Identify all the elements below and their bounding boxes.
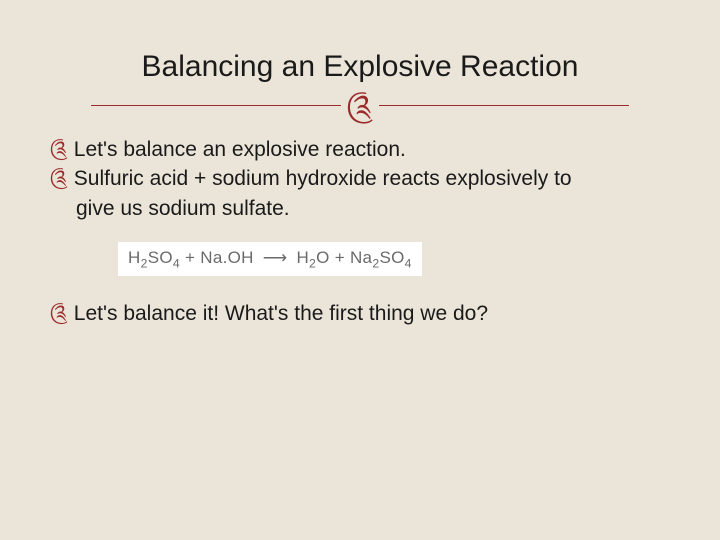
bullet-text: Let's balance an explosive reaction. — [74, 136, 406, 163]
bullet-flourish-icon: ༊ — [50, 300, 68, 327]
eq-reactant-2: Na.OH — [200, 248, 253, 267]
content-area: ༊ Let's balance an explosive reaction. ༊… — [48, 136, 672, 328]
flourish-icon: ༊ — [347, 98, 374, 116]
bullet-flourish-icon: ༊ — [50, 165, 68, 192]
chemical-equation: H2SO4 + Na.OH ⟶ H2O + Na2SO4 — [118, 242, 422, 276]
eq-arrow-icon: ⟶ — [263, 248, 288, 268]
divider-line-right — [379, 105, 629, 106]
divider-line-left — [91, 105, 341, 106]
title-divider: ༊ — [48, 96, 672, 114]
bullet-item: ༊ Sulfuric acid + sodium hydroxide react… — [50, 165, 672, 192]
bullet-flourish-icon: ༊ — [50, 136, 68, 163]
bullet-text: Sulfuric acid + sodium hydroxide reacts … — [74, 165, 572, 192]
eq-plus: + — [185, 248, 195, 267]
eq-reactant-1: H2SO4 — [128, 248, 180, 267]
eq-plus: + — [335, 248, 345, 267]
eq-product-1: H2O — [296, 248, 329, 267]
slide-container: Balancing an Explosive Reaction ༊ ༊ Let'… — [0, 0, 720, 540]
bullet-continuation: give us sodium sulfate. — [76, 195, 672, 222]
bullet-item: ༊ Let's balance an explosive reaction. — [50, 136, 672, 163]
bullet-text: Let's balance it! What's the first thing… — [74, 300, 488, 327]
bullet-item: ༊ Let's balance it! What's the first thi… — [50, 300, 672, 327]
slide-title: Balancing an Explosive Reaction — [48, 50, 672, 84]
eq-product-2: Na2SO4 — [350, 248, 412, 267]
